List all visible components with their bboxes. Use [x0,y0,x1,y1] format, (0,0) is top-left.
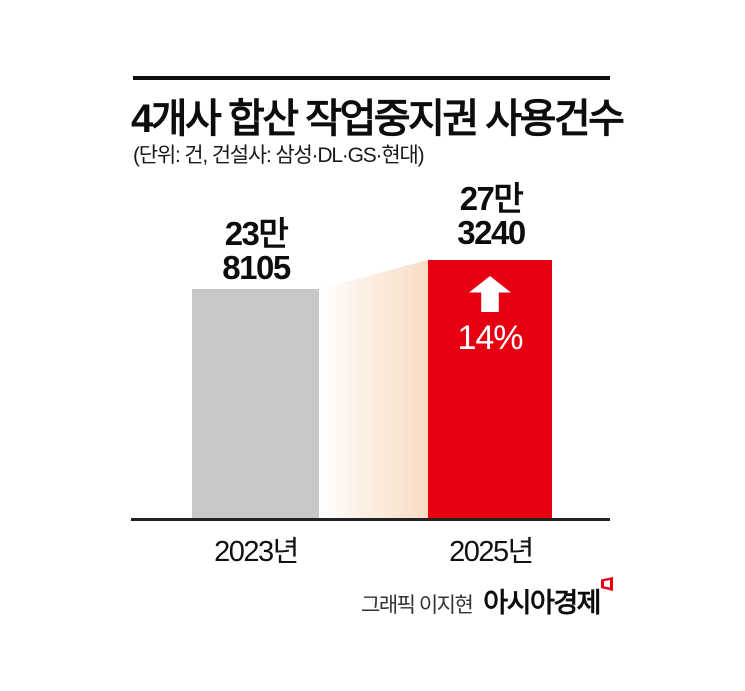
bar-connector-gradient [319,260,428,520]
value-2023-line2: 8105 [222,249,291,286]
value-2023-line1: 23만 [224,215,289,252]
credit-line: 그래픽 이지현 아시아경제 [361,577,613,620]
brand-logo: 아시아경제 [483,577,613,620]
graphic-credit: 그래픽 이지현 [361,594,474,617]
axis-label-2025: 2025년 [449,536,534,568]
value-label-2025: 27만 3240 [421,182,561,250]
value-2025-line2: 3240 [457,214,526,251]
asiae-logo-mark-icon [601,577,613,591]
value-2025-line1: 27만 [459,180,524,217]
axis-label-2023: 2023년 [214,536,299,568]
up-arrow-icon [469,276,511,312]
chart-title: 4개사 합산 작업중지권 사용건수 [131,97,625,141]
bar-2025: 14% [428,260,552,520]
chart-subtitle: (단위: 건, 건설사: 삼성·DL·GS·현대) [133,144,425,167]
title-top-rule [133,76,610,80]
x-axis-line [131,518,610,521]
bar-2023 [192,289,319,520]
value-label-2023: 23만 8105 [186,217,326,285]
brand-name: 아시아경제 [483,588,601,618]
percent-change-label: 14% [457,319,523,357]
